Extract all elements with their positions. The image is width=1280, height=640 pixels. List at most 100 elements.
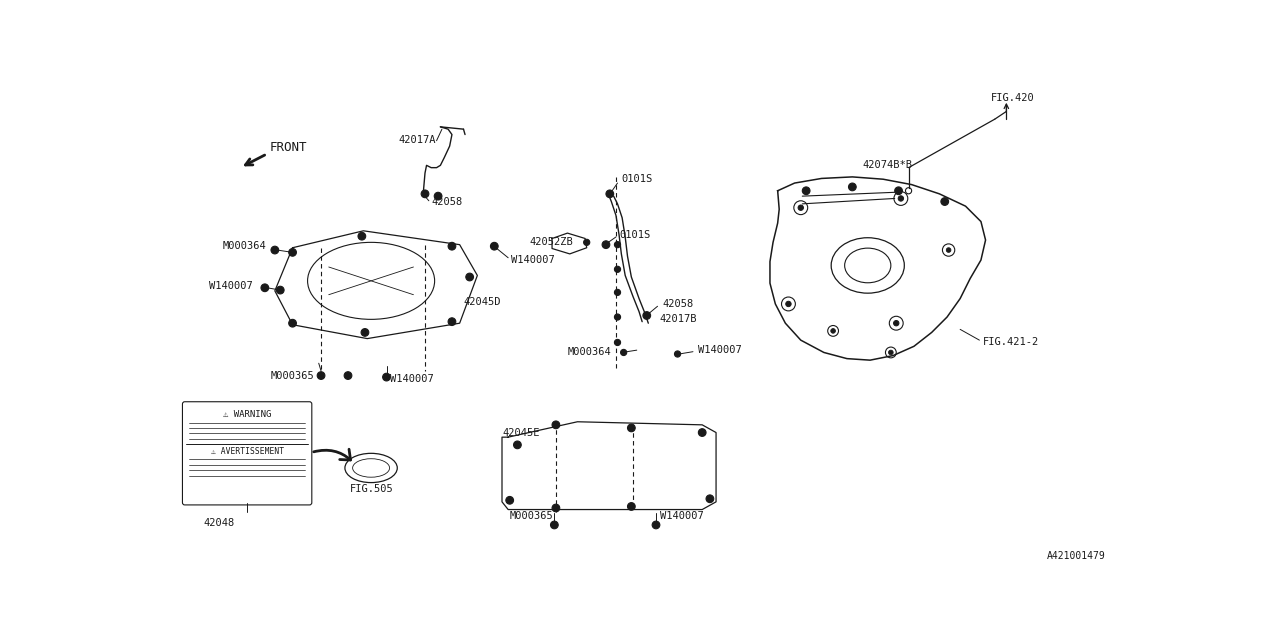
Circle shape	[467, 275, 471, 279]
Text: 42052ZB: 42052ZB	[529, 237, 572, 247]
Circle shape	[383, 373, 390, 381]
Circle shape	[786, 301, 791, 307]
Circle shape	[552, 504, 559, 512]
Circle shape	[699, 429, 707, 436]
Text: M000364: M000364	[567, 348, 612, 358]
Circle shape	[803, 187, 810, 195]
Circle shape	[291, 321, 294, 325]
Circle shape	[262, 286, 266, 290]
Text: ⚠ AVERTISSEMENT: ⚠ AVERTISSEMENT	[211, 447, 284, 456]
Text: 0101S: 0101S	[621, 174, 653, 184]
Circle shape	[493, 244, 497, 248]
Circle shape	[899, 196, 904, 201]
Circle shape	[344, 372, 352, 380]
Circle shape	[554, 506, 558, 510]
Circle shape	[700, 431, 704, 435]
Circle shape	[451, 244, 454, 248]
Circle shape	[434, 192, 442, 200]
Circle shape	[289, 319, 297, 327]
Circle shape	[621, 349, 627, 356]
Circle shape	[319, 374, 323, 378]
Text: W140007: W140007	[390, 374, 434, 383]
Circle shape	[708, 497, 712, 500]
Circle shape	[614, 339, 621, 346]
Circle shape	[896, 189, 900, 193]
Circle shape	[675, 351, 681, 357]
Text: W140007: W140007	[511, 255, 556, 265]
Circle shape	[364, 330, 367, 334]
Circle shape	[361, 328, 369, 336]
Text: 42017A: 42017A	[398, 135, 435, 145]
Text: ⚠ WARNING: ⚠ WARNING	[223, 410, 271, 419]
Circle shape	[946, 248, 951, 252]
Circle shape	[289, 248, 297, 256]
Circle shape	[614, 266, 621, 273]
Circle shape	[276, 286, 284, 294]
Circle shape	[448, 243, 456, 250]
Circle shape	[941, 198, 948, 205]
Text: 42045E: 42045E	[502, 428, 539, 438]
Circle shape	[585, 241, 589, 244]
Circle shape	[627, 424, 635, 432]
Text: 42074B*B: 42074B*B	[863, 161, 913, 170]
Circle shape	[384, 375, 388, 379]
Text: FIG.505: FIG.505	[349, 484, 393, 493]
Circle shape	[358, 232, 366, 240]
Circle shape	[553, 523, 557, 527]
Circle shape	[584, 239, 590, 245]
Text: A421001479: A421001479	[1047, 551, 1106, 561]
Text: 0101S: 0101S	[620, 230, 652, 239]
Circle shape	[643, 312, 650, 319]
Circle shape	[895, 187, 902, 195]
Text: FRONT: FRONT	[270, 141, 307, 154]
Circle shape	[513, 441, 521, 449]
Text: FIG.421-2: FIG.421-2	[983, 337, 1039, 348]
Circle shape	[271, 246, 279, 254]
FancyArrowPatch shape	[314, 449, 351, 460]
Circle shape	[552, 421, 559, 429]
Circle shape	[614, 241, 621, 248]
Circle shape	[550, 521, 558, 529]
Text: 42017B: 42017B	[660, 314, 698, 324]
Circle shape	[261, 284, 269, 292]
Circle shape	[622, 351, 625, 354]
Circle shape	[605, 190, 613, 198]
Circle shape	[602, 241, 609, 248]
Circle shape	[614, 314, 621, 320]
Text: FIG.420: FIG.420	[991, 93, 1034, 103]
Circle shape	[630, 504, 634, 508]
Circle shape	[516, 443, 520, 447]
Circle shape	[943, 200, 947, 204]
Text: M000364: M000364	[223, 241, 266, 251]
Text: W140007: W140007	[660, 511, 704, 521]
Circle shape	[707, 495, 714, 502]
Circle shape	[630, 426, 634, 430]
Circle shape	[451, 320, 454, 324]
Circle shape	[273, 248, 276, 252]
Circle shape	[893, 321, 899, 326]
Circle shape	[506, 497, 513, 504]
Text: 42045D: 42045D	[463, 298, 500, 307]
Text: M000365: M000365	[509, 511, 553, 521]
Circle shape	[804, 189, 808, 193]
Circle shape	[888, 350, 893, 355]
Text: 42048: 42048	[204, 518, 234, 529]
Circle shape	[850, 185, 854, 189]
Circle shape	[421, 190, 429, 198]
Circle shape	[554, 423, 558, 427]
Circle shape	[831, 328, 836, 333]
Circle shape	[291, 250, 294, 254]
Circle shape	[490, 243, 498, 250]
Circle shape	[652, 521, 660, 529]
Circle shape	[360, 234, 364, 238]
Text: 42058: 42058	[662, 299, 694, 309]
Circle shape	[676, 353, 680, 356]
Circle shape	[849, 183, 856, 191]
Text: 42058: 42058	[431, 197, 462, 207]
Circle shape	[508, 499, 512, 502]
Circle shape	[645, 314, 649, 317]
Circle shape	[466, 273, 474, 281]
Circle shape	[654, 523, 658, 527]
Text: W140007: W140007	[699, 345, 742, 355]
Circle shape	[278, 288, 282, 292]
